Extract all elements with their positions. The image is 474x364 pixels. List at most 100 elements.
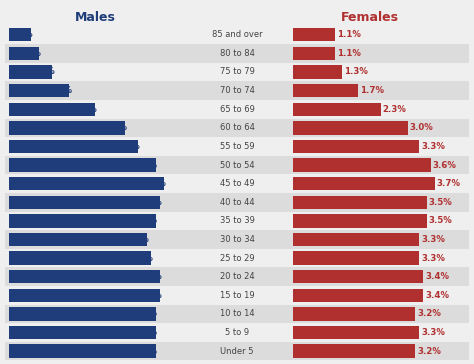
Text: 30 to 34: 30 to 34 [219,235,255,244]
Text: 3.0%: 3.0% [117,142,140,151]
Text: 3.4%: 3.4% [134,161,158,170]
Bar [292,84,358,97]
Text: 55 to 59: 55 to 59 [219,142,255,151]
Text: 2.0%: 2.0% [73,105,98,114]
Text: 3.3%: 3.3% [421,328,445,337]
Bar [292,344,416,358]
Bar [9,177,164,190]
Bar [0,44,474,63]
Text: 0.7%: 0.7% [18,49,41,58]
Bar [0,63,474,81]
Bar [0,81,474,100]
Text: 3.3%: 3.3% [421,235,445,244]
Bar [292,177,435,190]
Bar [0,81,474,100]
Bar [0,119,474,137]
Bar [0,249,474,267]
Text: 3.5%: 3.5% [138,291,162,300]
Bar [0,81,474,100]
Bar [0,342,474,360]
Bar [0,193,474,211]
Bar [0,211,474,230]
Text: 3.2%: 3.2% [418,347,441,356]
Text: 1.1%: 1.1% [337,49,361,58]
Text: 3.4%: 3.4% [134,216,158,225]
Text: 10 to 14: 10 to 14 [219,309,255,318]
Text: 3.5%: 3.5% [429,216,453,225]
Bar [0,193,474,211]
Bar [0,100,474,119]
Bar [0,44,474,63]
Bar [0,63,474,81]
Bar [292,140,419,153]
Text: 3.5%: 3.5% [138,272,162,281]
Bar [0,156,474,174]
Bar [0,342,474,360]
Bar [0,305,474,323]
Bar [0,230,474,249]
Bar [9,289,160,302]
Text: 60 to 64: 60 to 64 [219,123,255,132]
Bar [9,140,138,153]
Bar [9,103,95,116]
Bar [0,230,474,249]
Bar [0,174,474,193]
Bar [292,65,343,79]
Bar [292,251,419,265]
Text: 85 and over: 85 and over [212,30,262,39]
Bar [0,137,474,156]
Text: 1.4%: 1.4% [47,86,72,95]
Text: 1.1%: 1.1% [337,30,361,39]
Bar [292,121,408,135]
Text: 3.6%: 3.6% [433,161,456,170]
Text: 1.7%: 1.7% [360,86,384,95]
Text: Females: Females [340,11,398,24]
Bar [0,137,474,156]
Text: 80 to 84: 80 to 84 [219,49,255,58]
Text: 20 to 24: 20 to 24 [219,272,255,281]
Bar [0,267,474,286]
Text: 3.7%: 3.7% [437,179,461,188]
Bar [9,121,126,135]
Bar [0,211,474,230]
Bar [292,326,419,339]
Text: 3.5%: 3.5% [138,198,162,207]
Bar [0,156,474,174]
Text: 3.5%: 3.5% [429,198,453,207]
Bar [0,305,474,323]
Bar [292,195,427,209]
Bar [0,267,474,286]
Text: 1.0%: 1.0% [30,67,55,76]
Text: Males: Males [75,11,116,24]
Bar [0,286,474,305]
Text: 45 to 49: 45 to 49 [219,179,255,188]
Bar [9,251,151,265]
Bar [0,323,474,342]
Bar [0,137,474,156]
Text: 70 to 74: 70 to 74 [219,86,255,95]
Text: 2.3%: 2.3% [383,105,407,114]
Text: 3.2%: 3.2% [125,235,149,244]
Bar [0,323,474,342]
Bar [9,158,155,172]
Bar [0,174,474,193]
Text: 3.4%: 3.4% [134,328,158,337]
Bar [0,25,474,44]
Bar [0,174,474,193]
Text: 3.6%: 3.6% [143,179,166,188]
Bar [9,326,155,339]
Bar [9,47,39,60]
Bar [9,214,155,228]
Bar [9,270,160,283]
Text: 1.3%: 1.3% [345,67,368,76]
Bar [0,25,474,44]
Text: 3.4%: 3.4% [134,347,158,356]
Bar [0,100,474,119]
Bar [0,119,474,137]
Bar [9,344,155,358]
Bar [0,119,474,137]
Bar [0,100,474,119]
Bar [292,307,416,321]
Bar [292,28,335,41]
Bar [9,28,31,41]
